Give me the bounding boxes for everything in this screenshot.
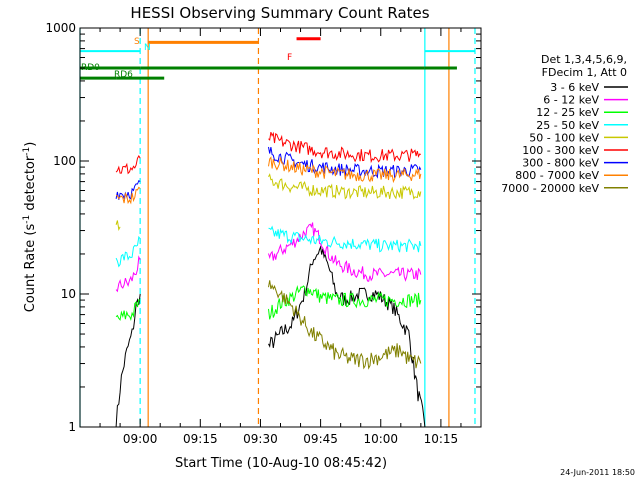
series-5-seg2 <box>268 131 422 164</box>
legend-label-7: 800 - 7000 keV <box>515 169 599 182</box>
flag-n-label: N <box>144 43 151 53</box>
legend-header-0: Det 1,3,4,5,6,9, <box>541 53 627 66</box>
series-2-seg1 <box>115 299 141 321</box>
series-0-seg2 <box>268 244 426 428</box>
legend-header-1: FDecim 1, Att 0 <box>542 66 627 79</box>
legend-label-8: 7000 - 20000 keV <box>501 182 599 195</box>
y-tick-label-1: 10 <box>61 287 76 301</box>
x-axis-label: Start Time (10-Aug-10 08:45:42) <box>175 456 387 471</box>
legend-label-2: 12 - 25 keV <box>536 106 599 119</box>
series-7-seg1 <box>115 186 141 205</box>
series-1-seg1 <box>115 255 141 293</box>
y-tick-label-3: 1000 <box>45 21 76 35</box>
plot-frame <box>79 27 482 428</box>
x-tick-label-3: 09:45 <box>303 432 338 446</box>
series-3-seg2 <box>268 225 422 253</box>
chart-title: HESSI Observing Summary Count Rates <box>130 4 429 22</box>
x-tick-label-5: 10:15 <box>424 432 459 446</box>
flag-rd6-label: RD6 <box>114 70 133 80</box>
legend-label-0: 3 - 6 keV <box>550 81 599 94</box>
legend-label-4: 50 - 100 keV <box>529 131 599 144</box>
series-8-seg2 <box>268 280 422 370</box>
flag-f-label: F <box>287 53 292 63</box>
flag-s-label: S <box>134 37 140 47</box>
series-5-seg1 <box>115 155 141 175</box>
y-axis-label: Count Rate (s-1 detector-1) <box>22 142 38 313</box>
series-1-seg2 <box>268 222 422 282</box>
x-tick-label-0: 09:00 <box>123 432 158 446</box>
series-6-seg1 <box>115 179 141 200</box>
legend-label-5: 100 - 300 keV <box>522 144 599 157</box>
series-4-seg1 <box>115 220 121 232</box>
legend-label-3: 25 - 50 keV <box>536 119 599 132</box>
series-3-seg1 <box>115 235 141 268</box>
x-tick-label-2: 09:30 <box>243 432 278 446</box>
series-0-seg1 <box>115 293 141 428</box>
series-2-seg2 <box>268 285 422 320</box>
timestamp: 24-Jun-2011 18:50 <box>560 468 635 477</box>
legend: Det 1,3,4,5,6,9,FDecim 1, Att 0 3 - 6 keV… <box>501 53 628 195</box>
x-tick-label-1: 09:15 <box>183 432 218 446</box>
plot-area: RD0 RD6 F SN 09:00 09:15 09:30 09:45 10:00 10:15 1… <box>45 21 482 446</box>
legend-label-6: 300 - 800 keV <box>522 157 599 170</box>
legend-label-1: 6 - 12 keV <box>543 94 599 107</box>
y-tick-label-2: 100 <box>53 154 76 168</box>
y-tick-label-0: 1 <box>68 420 76 434</box>
flag-rd0-label: RD0 <box>81 63 100 73</box>
series-7-seg2 <box>268 156 422 184</box>
x-tick-label-4: 10:00 <box>363 432 398 446</box>
series-4-seg2 <box>268 173 422 200</box>
